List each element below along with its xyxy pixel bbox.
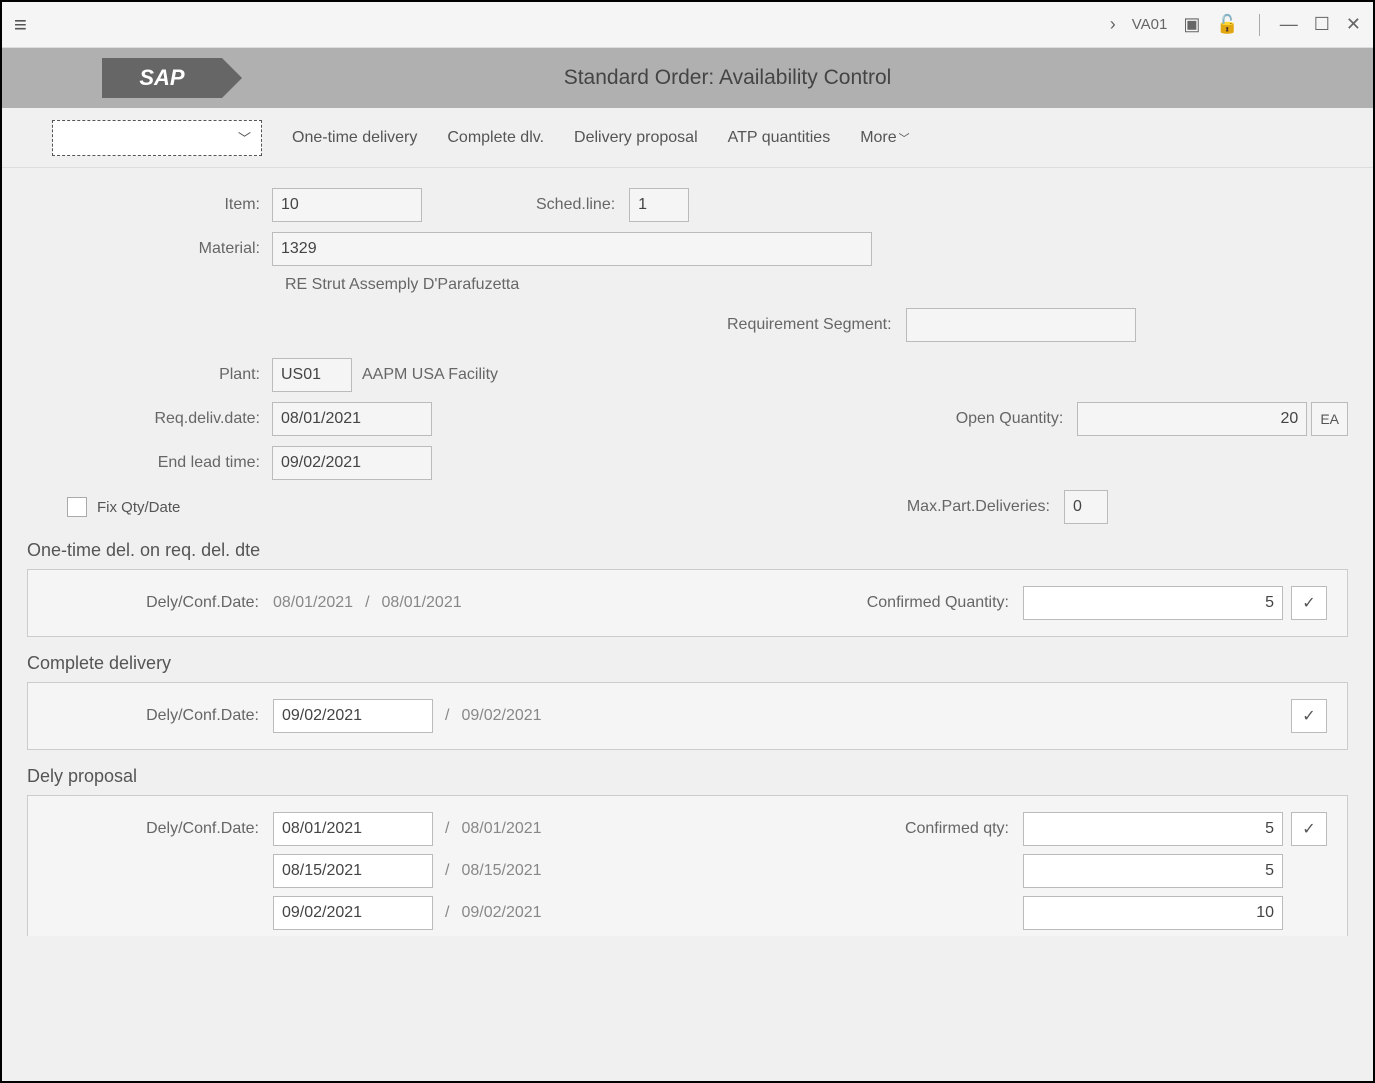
end-lead-time-field[interactable]: 09/02/2021 — [272, 446, 432, 480]
toolbar-one-time-delivery[interactable]: One-time delivery — [292, 129, 417, 147]
chevron-down-icon: ﹀ — [899, 133, 910, 145]
dely-conf-date-label: Dely/Conf.Date: — [48, 594, 273, 612]
date-separator: / — [445, 862, 449, 880]
content-area: Item: 10 Sched.line: 1 Material: 1329 RE… — [2, 168, 1373, 1081]
proposal-row0-date2: 08/01/2021 — [461, 820, 541, 838]
titlebar-divider — [1259, 14, 1260, 36]
transaction-code: VA01 — [1132, 16, 1168, 33]
max-part-deliveries-field[interactable]: 0 — [1064, 490, 1108, 524]
fix-qty-date-checkbox[interactable] — [67, 497, 87, 517]
one-time-date1: 08/01/2021 — [273, 594, 353, 612]
open-quantity-label: Open Quantity: — [956, 410, 1078, 428]
plant-label: Plant: — [27, 366, 272, 384]
sched-line-label: Sched.line: — [522, 196, 629, 214]
exit-icon[interactable]: ▣ — [1183, 14, 1200, 35]
proposal-row0-date1[interactable]: 08/01/2021 — [273, 812, 433, 846]
toolbar-complete-dlv[interactable]: Complete dlv. — [447, 129, 544, 147]
complete-date1-field[interactable]: 09/02/2021 — [273, 699, 433, 733]
one-time-date2: 08/01/2021 — [382, 594, 462, 612]
menu-icon[interactable]: ≡ — [14, 12, 27, 38]
proposal-row1-qty[interactable]: 5 — [1023, 854, 1283, 888]
max-part-deliveries-label: Max.Part.Deliveries: — [907, 498, 1064, 516]
requirement-segment-field[interactable] — [906, 308, 1136, 342]
material-label: Material: — [27, 240, 272, 258]
proposal-row2-date1[interactable]: 09/02/2021 — [273, 896, 433, 930]
toolbar: ﹀ One-time delivery Complete dlv. Delive… — [2, 108, 1373, 168]
req-deliv-date-field[interactable]: 08/01/2021 — [272, 402, 432, 436]
proposal-section-title: Dely proposal — [27, 766, 1348, 787]
proposal-row1-date1[interactable]: 08/15/2021 — [273, 854, 433, 888]
date-separator: / — [365, 594, 369, 612]
one-time-confirm-button[interactable]: ✓ — [1291, 586, 1327, 620]
confirmed-quantity-label: Confirmed Quantity: — [867, 594, 1023, 612]
complete-date2: 09/02/2021 — [461, 707, 541, 725]
chevron-down-icon: ﹀ — [238, 128, 251, 147]
proposal-row0-qty[interactable]: 5 — [1023, 812, 1283, 846]
proposal-section: Dely/Conf.Date: 08/01/2021 / 08/01/2021 … — [27, 795, 1348, 936]
dely-conf-date-label-2: Dely/Conf.Date: — [48, 707, 273, 725]
complete-section: Dely/Conf.Date: 09/02/2021 / 09/02/2021 … — [27, 682, 1348, 750]
minimize-icon[interactable]: — — [1280, 14, 1298, 35]
date-separator: / — [445, 904, 449, 922]
proposal-row2-qty[interactable]: 10 — [1023, 896, 1283, 930]
item-field[interactable]: 10 — [272, 188, 422, 222]
plant-description: AAPM USA Facility — [352, 366, 512, 384]
more-label: More — [860, 129, 896, 146]
fix-qty-date-label: Fix Qty/Date — [97, 499, 180, 516]
material-description: RE Strut Assemply D'Parafuzetta — [285, 276, 1348, 294]
toolbar-atp-quantities[interactable]: ATP quantities — [728, 129, 831, 147]
one-time-section: Dely/Conf.Date: 08/01/2021 / 08/01/2021 … — [27, 569, 1348, 637]
dely-conf-date-label-3: Dely/Conf.Date: — [48, 820, 273, 838]
page-title: Standard Order: Availability Control — [102, 66, 1353, 90]
titlebar: ≡ › VA01 ▣ 🔓 — ☐ ✕ — [2, 2, 1373, 48]
toolbar-delivery-proposal[interactable]: Delivery proposal — [574, 129, 698, 147]
requirement-segment-label: Requirement Segment: — [727, 316, 906, 334]
open-quantity-field[interactable]: 20 — [1077, 402, 1307, 436]
sap-logo: SAP — [102, 58, 222, 98]
complete-confirm-button[interactable]: ✓ — [1291, 699, 1327, 733]
toolbar-more[interactable]: More﹀ — [860, 129, 909, 147]
sched-line-field[interactable]: 1 — [629, 188, 689, 222]
maximize-icon[interactable]: ☐ — [1314, 14, 1330, 35]
proposal-row1-date2: 08/15/2021 — [461, 862, 541, 880]
date-separator: / — [445, 820, 449, 838]
material-field[interactable]: 1329 — [272, 232, 872, 266]
item-label: Item: — [27, 196, 272, 214]
req-deliv-date-label: Req.deliv.date: — [27, 410, 272, 428]
complete-section-title: Complete delivery — [27, 653, 1348, 674]
toolbar-select[interactable]: ﹀ — [52, 120, 262, 156]
open-quantity-unit: EA — [1311, 402, 1348, 436]
lock-icon[interactable]: 🔓 — [1216, 14, 1238, 35]
end-lead-time-label: End lead time: — [27, 454, 272, 472]
plant-field[interactable]: US01 — [272, 358, 352, 392]
confirmed-qty-label: Confirmed qty: — [905, 820, 1023, 838]
one-time-confirmed-qty-field[interactable]: 5 — [1023, 586, 1283, 620]
date-separator: / — [445, 707, 449, 725]
close-icon[interactable]: ✕ — [1346, 14, 1361, 35]
header-band: SAP Standard Order: Availability Control — [2, 48, 1373, 108]
one-time-section-title: One-time del. on req. del. dte — [27, 540, 1348, 561]
app-window: ≡ › VA01 ▣ 🔓 — ☐ ✕ SAP Standard Order: A… — [0, 0, 1375, 1083]
proposal-confirm-button[interactable]: ✓ — [1291, 812, 1327, 846]
proposal-row2-date2: 09/02/2021 — [461, 904, 541, 922]
chevron-right-icon[interactable]: › — [1110, 14, 1116, 35]
